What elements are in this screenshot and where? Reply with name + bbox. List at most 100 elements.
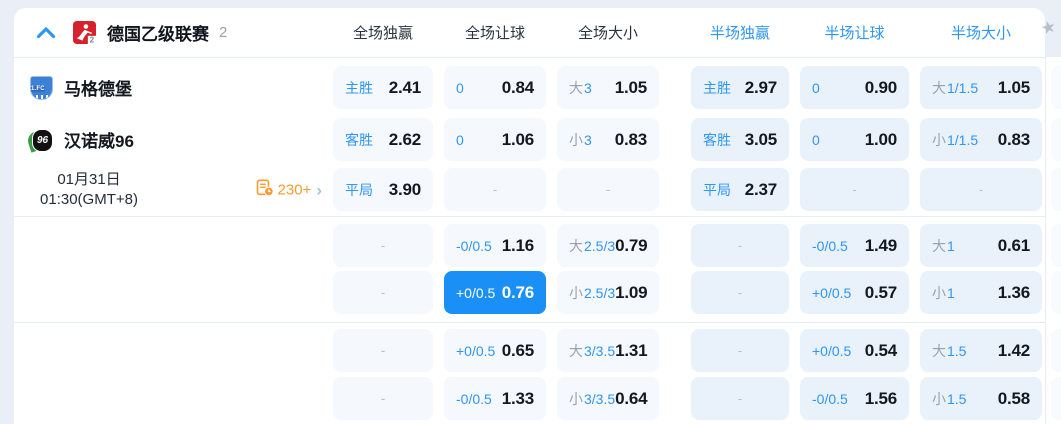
odds-selection-label: -0/0.5 xyxy=(812,237,848,254)
column-header-fulltime-overunder[interactable]: 全场大小 xyxy=(577,25,638,42)
odds-cell[interactable]: 客胜 2.62 xyxy=(333,118,433,161)
handicap-direction-label: 小 xyxy=(932,390,946,407)
odds-cell[interactable]: 小 1.5 0.58 xyxy=(920,377,1042,420)
handicap-direction-label: 小 xyxy=(569,284,583,301)
odds-cell-empty: - xyxy=(800,168,909,211)
handicap-direction-label: 大 xyxy=(569,237,583,254)
odds-value: 1.33 xyxy=(501,388,534,408)
odds-cell[interactable]: 小 3/3.5 0.64 xyxy=(557,377,659,420)
odds-value: 0.83 xyxy=(614,129,647,149)
odds-selection-label: 1.5 xyxy=(947,342,967,359)
odds-selection-label: 3 xyxy=(584,131,592,148)
odds-value: 0.61 xyxy=(997,235,1030,255)
odds-cell[interactable]: 0 0.84 xyxy=(444,66,546,109)
odds-cell[interactable]: 小 1/1.5 0.83 xyxy=(920,118,1042,161)
collapse-chevron-icon[interactable] xyxy=(36,26,56,40)
odds-label-group: 平局 xyxy=(703,180,731,200)
handicap-direction-label: 小 xyxy=(932,284,946,301)
odds-value: 2.62 xyxy=(388,129,421,149)
odds-label-group: +0/0.5 xyxy=(456,343,495,359)
odds-cell[interactable]: 小 2.5/3 1.09 xyxy=(557,271,659,314)
odds-value: 1.49 xyxy=(864,235,897,255)
odds-selection-label: 0 xyxy=(812,131,820,148)
odds-selection-label: 1 xyxy=(947,237,955,254)
pinned-cell-fragment xyxy=(1051,224,1061,267)
pinned-cell-fragment xyxy=(1051,377,1061,420)
odds-cell[interactable]: 小 1 1.36 xyxy=(920,271,1042,314)
odds-selection-label: +0/0.5 xyxy=(456,342,496,359)
odds-label-group: +0/0.5 xyxy=(812,343,851,359)
pinned-cell-fragment xyxy=(1051,271,1061,314)
handicap-direction-label: 大 xyxy=(569,342,583,359)
column-header-halftime-1x2[interactable]: 半场独赢 xyxy=(709,25,770,42)
handicap-direction-label: 小 xyxy=(569,390,583,407)
column-header-halftime-overunder[interactable]: 半场大小 xyxy=(950,25,1011,42)
odds-cell-empty: - xyxy=(920,168,1042,211)
odds-cell[interactable]: 主胜 2.41 xyxy=(333,66,433,109)
odds-selection-label: -0/0.5 xyxy=(812,390,848,407)
odds-value: 0.57 xyxy=(864,282,897,302)
market-column-headers: 全场独赢 全场让球 全场大小 半场独赢 半场让球 半场大小 xyxy=(333,8,1042,57)
odds-selection-label: -0/0.5 xyxy=(456,390,492,407)
odds-cell[interactable]: 0 1.00 xyxy=(800,118,909,161)
odds-value: 0.79 xyxy=(615,235,648,255)
odds-label-group: 客胜 xyxy=(703,130,731,150)
home-team-row[interactable]: 1.FC 马格德堡 xyxy=(30,66,132,109)
odds-cell[interactable]: 0 0.90 xyxy=(800,66,909,109)
odds-label-group: -0/0.5 xyxy=(812,391,848,407)
odds-cell[interactable]: 大 3/3.5 1.31 xyxy=(557,329,659,372)
odds-label-group: 小 2.5/3 xyxy=(569,283,615,303)
odds-label-group: 0 xyxy=(812,132,820,148)
odds-label-group: -0/0.5 xyxy=(456,238,492,254)
odds-value: 1.36 xyxy=(997,282,1030,302)
odds-label-group: 0 xyxy=(456,132,464,148)
odds-label-group: +0/0.5 xyxy=(812,285,851,301)
odds-cell[interactable]: -0/0.5 1.49 xyxy=(800,224,909,267)
svg-text:2: 2 xyxy=(90,36,95,44)
odds-cell-empty: - xyxy=(333,329,433,372)
away-team-row[interactable]: 96 汉诺威96 xyxy=(25,118,134,161)
odds-label-group: 大 1.5 xyxy=(932,341,966,361)
handicap-direction-label: 大 xyxy=(569,79,583,96)
column-header-fulltime-handicap[interactable]: 全场让球 xyxy=(464,25,525,42)
odds-cell[interactable]: 主胜 2.97 xyxy=(691,66,789,109)
odds-cell[interactable]: 大 1 0.61 xyxy=(920,224,1042,267)
odds-row: 客胜 2.62 0 1.06 小 3 0.83 客胜 3.05 0 1.00 小 1/1.5 0.83 xyxy=(333,118,1042,161)
odds-value: 0.83 xyxy=(997,129,1030,149)
odds-cell[interactable]: 平局 2.37 xyxy=(691,168,789,211)
odds-label-group: 0 xyxy=(812,80,820,96)
column-header-fulltime-1x2[interactable]: 全场独赢 xyxy=(352,25,413,42)
odds-cell[interactable]: 大 1.5 1.42 xyxy=(920,329,1042,372)
odds-value: 3.90 xyxy=(388,179,421,199)
odds-label-group: 平局 xyxy=(345,180,373,200)
odds-cell[interactable]: -0/0.5 1.33 xyxy=(444,377,546,420)
league-name: 德国乙级联赛 xyxy=(107,25,209,44)
odds-cell[interactable]: 大 2.5/3 0.79 xyxy=(557,224,659,267)
odds-cell-selected[interactable]: +0/0.5 0.76 xyxy=(444,271,546,314)
odds-selection-label: 主胜 xyxy=(703,79,731,96)
odds-cell[interactable]: +0/0.5 0.54 xyxy=(800,329,909,372)
odds-cell[interactable]: -0/0.5 1.56 xyxy=(800,377,909,420)
odds-cell[interactable]: 平局 3.90 xyxy=(333,168,433,211)
odds-value: 0.58 xyxy=(997,388,1030,408)
column-header-halftime-handicap[interactable]: 半场让球 xyxy=(824,25,885,42)
odds-cell[interactable]: +0/0.5 0.65 xyxy=(444,329,546,372)
odds-cell[interactable]: 客胜 3.05 xyxy=(691,118,789,161)
odds-selection-label: 1/1.5 xyxy=(947,131,979,148)
more-markets-link[interactable]: 230+ › xyxy=(256,178,322,201)
odds-value: 1.42 xyxy=(997,340,1030,360)
odds-cell[interactable]: 0 1.06 xyxy=(444,118,546,161)
pinned-cell-fragment xyxy=(1051,168,1061,211)
odds-value: 0.64 xyxy=(615,388,648,408)
odds-selection-label: 0 xyxy=(456,79,464,96)
odds-label-group: 0 xyxy=(456,80,464,96)
odds-cell[interactable]: -0/0.5 1.16 xyxy=(444,224,546,267)
odds-cell[interactable]: 大 1/1.5 1.05 xyxy=(920,66,1042,109)
odds-cell[interactable]: 大 3 1.05 xyxy=(557,66,659,109)
odds-selection-label: -0/0.5 xyxy=(456,237,492,254)
odds-cell-empty: - xyxy=(333,271,433,314)
odds-cell[interactable]: 小 3 0.83 xyxy=(557,118,659,161)
odds-cell[interactable]: +0/0.5 0.57 xyxy=(800,271,909,314)
